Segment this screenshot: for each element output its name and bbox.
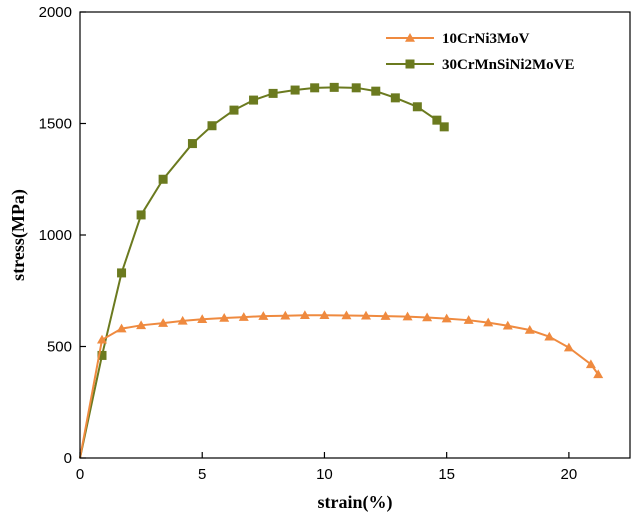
data-point (116, 323, 127, 333)
data-point (341, 310, 352, 320)
legend-marker-triangle (405, 33, 415, 42)
data-point (544, 331, 555, 341)
data-point (197, 314, 208, 324)
data-point (390, 93, 400, 103)
data-point (258, 311, 269, 320)
x-tick-label: 15 (438, 466, 455, 483)
data-point (463, 315, 474, 324)
x-tick-label: 5 (198, 466, 206, 483)
data-point (136, 320, 147, 330)
data-point (310, 83, 320, 93)
x-tick-label: 10 (316, 466, 333, 483)
series-30crmnsini2move (79, 82, 449, 459)
data-point (299, 310, 310, 320)
legend-label-10crni3mov: 10CrNi3MoV (442, 31, 530, 47)
data-point (402, 311, 413, 321)
y-tick-label: 2000 (39, 4, 72, 21)
y-tick-label: 0 (64, 450, 72, 467)
data-point (97, 334, 107, 344)
legend-item-10crni3mov: 10CrNi3MoV (386, 31, 530, 47)
data-point (593, 369, 604, 379)
data-point (97, 350, 107, 360)
data-point (249, 95, 259, 105)
series-10crni3mov (79, 310, 604, 459)
data-point (380, 311, 391, 320)
data-point (524, 324, 535, 334)
data-point (585, 359, 596, 369)
data-point (361, 310, 371, 320)
data-point (219, 312, 230, 322)
data-point (439, 122, 449, 132)
plot-marks (79, 82, 604, 459)
y-tick-label: 1000 (39, 227, 72, 244)
legend: 10CrNi3MoV 30CrMnSiNi2MoVE (386, 31, 575, 73)
data-point (441, 313, 452, 323)
data-point (502, 320, 513, 330)
legend-marker-square (405, 59, 415, 69)
legend-label-30crmnsini2move: 30CrMnSiNi2MoVE (442, 57, 575, 73)
legend-item-30crmnsini2move: 30CrMnSiNi2MoVE (386, 57, 575, 73)
x-tick-label: 0 (76, 466, 84, 483)
data-point (483, 317, 494, 327)
axis-ticks: 0 5 10 15 20 0 500 1000 1500 2000 (39, 4, 578, 483)
data-point (229, 105, 239, 115)
data-point (117, 268, 127, 278)
data-point (268, 88, 278, 98)
data-point (280, 310, 291, 320)
data-point (432, 115, 442, 125)
data-point (238, 312, 249, 321)
x-tick-label: 20 (561, 466, 578, 483)
y-tick-label: 500 (47, 339, 72, 356)
data-point (290, 85, 300, 95)
data-point (329, 82, 339, 92)
data-point (136, 210, 146, 220)
data-point (177, 315, 188, 325)
data-point (412, 102, 422, 112)
data-point (187, 139, 197, 149)
data-point (351, 83, 361, 93)
data-point (207, 121, 217, 131)
data-point (158, 318, 169, 327)
data-point (422, 312, 433, 322)
y-tick-label: 1500 (39, 116, 72, 133)
x-axis-title: strain(%) (318, 492, 393, 513)
y-axis-title: stress(MPa) (8, 189, 29, 281)
data-point (158, 174, 168, 184)
data-point (371, 86, 381, 96)
data-point (319, 310, 330, 320)
data-point (563, 342, 574, 352)
